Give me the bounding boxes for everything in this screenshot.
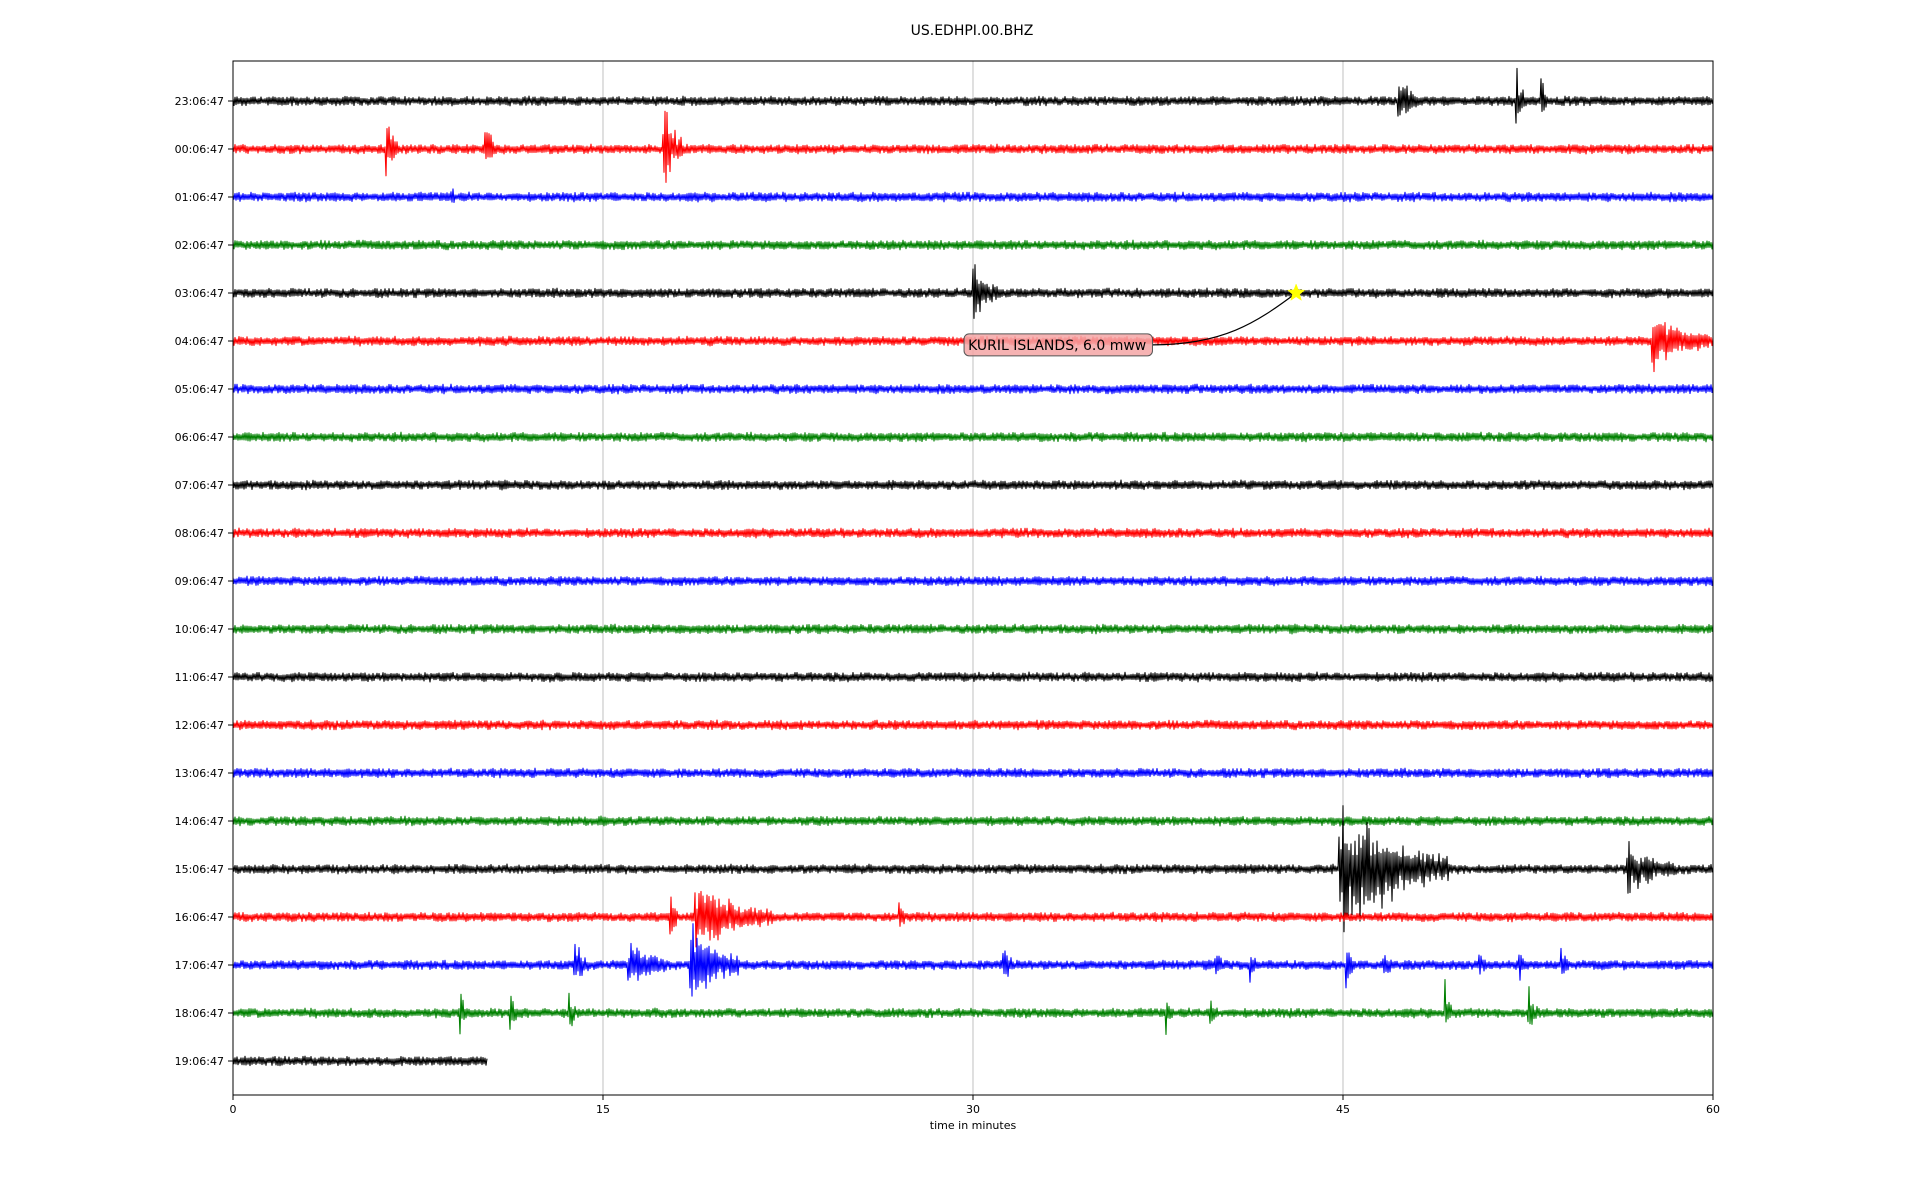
row-time-label: 03:06:47 xyxy=(175,287,224,300)
x-tick-label: 30 xyxy=(966,1103,980,1116)
seismic-trace xyxy=(232,67,1714,124)
annotations: KURIL ISLANDS, 6.0 mww xyxy=(963,283,1306,357)
row-time-label: 09:06:47 xyxy=(175,575,224,588)
row-time-label: 01:06:47 xyxy=(175,191,224,204)
x-axis-ticks: 0 15 30 45 60 xyxy=(230,1095,1720,1116)
x-tick-label: 0 xyxy=(230,1103,237,1116)
row-time-label: 00:06:47 xyxy=(175,143,224,156)
row-time-label: 18:06:47 xyxy=(175,1007,224,1020)
seismic-trace xyxy=(232,623,1714,635)
seismic-trace xyxy=(232,767,1714,779)
annotation-label: KURIL ISLANDS, 6.0 mww xyxy=(968,338,1146,354)
seismic-trace xyxy=(232,264,1714,319)
row-time-label: 16:06:47 xyxy=(175,911,224,924)
seismic-trace xyxy=(232,1055,488,1067)
annotation-label-box xyxy=(963,333,1153,357)
seismic-trace xyxy=(232,671,1714,683)
row-time-label: 05:06:47 xyxy=(175,383,224,396)
event-star-icon xyxy=(1286,283,1306,301)
row-time-label: 07:06:47 xyxy=(175,479,224,492)
seismic-trace xyxy=(232,719,1714,731)
row-time-label: 02:06:47 xyxy=(175,239,224,252)
row-time-label: 14:06:47 xyxy=(175,815,224,828)
x-tick-label: 45 xyxy=(1336,1103,1350,1116)
row-time-label: 06:06:47 xyxy=(175,431,224,444)
seismic-trace xyxy=(232,923,1714,997)
x-tick-label: 15 xyxy=(596,1103,610,1116)
row-time-label: 19:06:47 xyxy=(175,1055,224,1068)
seismic-trace xyxy=(232,815,1714,827)
seismic-trace xyxy=(232,890,1714,948)
seismic-trace xyxy=(232,110,1714,183)
row-time-label: 11:06:47 xyxy=(175,671,224,684)
row-time-label: 13:06:47 xyxy=(175,767,224,780)
row-time-label: 08:06:47 xyxy=(175,527,224,540)
grid-lines xyxy=(602,61,1344,1095)
annotation-leader-line xyxy=(1152,292,1297,346)
x-tick-label: 60 xyxy=(1706,1103,1720,1116)
seismic-trace xyxy=(232,575,1714,587)
row-time-label: 12:06:47 xyxy=(175,719,224,732)
seismic-trace xyxy=(232,805,1714,933)
event-annotation: KURIL ISLANDS, 6.0 mww xyxy=(963,283,1306,357)
traces xyxy=(232,67,1714,1067)
row-time-label: 15:06:47 xyxy=(175,863,224,876)
row-time-label: 17:06:47 xyxy=(175,959,224,972)
row-time-label: 04:06:47 xyxy=(175,335,224,348)
seismic-trace xyxy=(232,239,1714,251)
chart-title: US.EDHPI.00.BHZ xyxy=(911,23,1034,39)
seismic-trace xyxy=(232,479,1714,491)
seismic-trace xyxy=(232,188,1714,203)
seismic-trace xyxy=(232,431,1714,443)
seismic-trace xyxy=(232,978,1714,1036)
row-time-labels: 23:06:47 00:06:47 01:06:47 02:06:47 03:06:47… xyxy=(175,95,233,1068)
row-time-label: 23:06:47 xyxy=(175,95,224,108)
x-axis-label: time in minutes xyxy=(930,1119,1017,1132)
seismic-trace xyxy=(232,527,1714,539)
row-time-label: 10:06:47 xyxy=(175,623,224,636)
seismic-trace xyxy=(232,383,1714,395)
